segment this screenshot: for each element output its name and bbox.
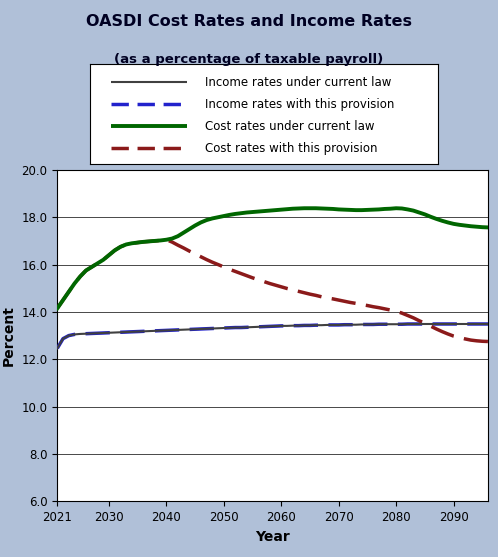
Text: Income rates under current law: Income rates under current law — [205, 76, 391, 89]
Text: OASDI Cost Rates and Income Rates: OASDI Cost Rates and Income Rates — [86, 14, 412, 29]
Y-axis label: Percent: Percent — [2, 305, 16, 366]
X-axis label: Year: Year — [255, 530, 290, 544]
Text: Cost rates under current law: Cost rates under current law — [205, 120, 374, 133]
Text: Cost rates with this provision: Cost rates with this provision — [205, 142, 377, 155]
Text: Income rates with this provision: Income rates with this provision — [205, 97, 394, 111]
Text: (as a percentage of taxable payroll): (as a percentage of taxable payroll) — [115, 53, 383, 66]
